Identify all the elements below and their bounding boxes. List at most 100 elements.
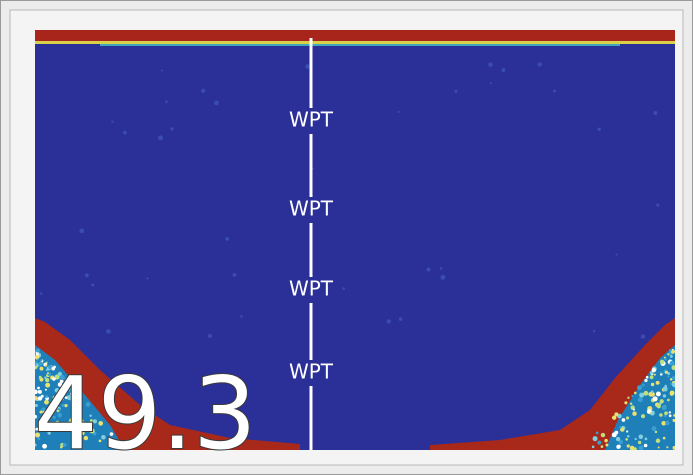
speckle [225, 237, 229, 241]
speckle [653, 396, 658, 401]
speckle [669, 414, 672, 417]
speckle [397, 111, 399, 113]
speckle [614, 412, 618, 416]
waypoint-label: WPT [289, 197, 334, 221]
speckle [553, 90, 556, 93]
speckle [342, 287, 345, 290]
speckle [593, 436, 598, 441]
speckle [653, 111, 657, 115]
speckle [632, 411, 637, 416]
speckle [660, 371, 662, 373]
depth-readout: 49.3 [34, 355, 257, 472]
speckle [637, 385, 642, 390]
speckle [656, 381, 660, 385]
speckle [165, 101, 168, 104]
speckle [672, 376, 676, 380]
speckle [605, 444, 608, 447]
speckle [638, 397, 643, 402]
speckle [642, 384, 645, 387]
speckle [652, 426, 657, 431]
speckle [106, 329, 111, 334]
speckle [501, 68, 505, 72]
speckle [601, 433, 605, 437]
speckle [596, 432, 599, 435]
speckle [665, 421, 669, 425]
speckle [631, 395, 633, 397]
speckle [305, 64, 310, 69]
speckle [663, 394, 666, 397]
speckle [670, 361, 675, 366]
speckle [666, 446, 668, 448]
surface-band [35, 30, 675, 42]
speckle [664, 385, 667, 388]
speckle [660, 399, 664, 403]
surface-line [35, 41, 675, 44]
speckle [657, 404, 661, 408]
speckle [123, 131, 127, 135]
speckle [240, 315, 243, 318]
sonar-screen: WPT WPT WPT WPT 49.3 [0, 0, 693, 475]
speckle [635, 438, 637, 440]
speckle [158, 135, 163, 140]
speckle [662, 405, 667, 410]
speckle [651, 383, 654, 386]
speckle [615, 254, 617, 256]
speckle [667, 375, 669, 377]
speckle [146, 277, 148, 279]
speckle [85, 273, 89, 277]
speckle [670, 355, 673, 358]
speckle [656, 392, 661, 397]
speckle [36, 348, 40, 352]
speckle [641, 414, 645, 418]
speckle [597, 128, 600, 131]
speckle [644, 379, 647, 382]
speckle [592, 446, 595, 449]
speckle [656, 203, 659, 206]
speckle [665, 371, 668, 374]
speckle [399, 317, 403, 321]
speckle [667, 353, 669, 355]
speckle [630, 402, 632, 404]
speckle [616, 445, 620, 449]
speckle [490, 82, 492, 84]
speckle [633, 408, 635, 410]
speckle [639, 445, 644, 450]
speckle [670, 391, 675, 396]
speckle [643, 391, 648, 396]
speckle [624, 401, 627, 404]
speckle [597, 441, 601, 445]
speckle [655, 431, 657, 433]
speckle [440, 275, 445, 280]
speckle [649, 412, 651, 414]
speckle [650, 375, 654, 379]
speckle [601, 445, 604, 448]
speckle [641, 334, 645, 338]
speckle [627, 435, 629, 437]
speckle [634, 392, 637, 395]
speckle [659, 413, 662, 416]
speckle [651, 390, 653, 392]
speckle [161, 69, 163, 71]
speckle [639, 434, 644, 439]
speckle [622, 418, 626, 422]
speckle [625, 438, 628, 441]
speckle [233, 273, 237, 277]
speckle [656, 439, 660, 443]
speckle [111, 120, 113, 122]
speckle [664, 411, 668, 415]
speckle [619, 426, 621, 428]
speckle [440, 267, 443, 270]
speckle [627, 397, 629, 399]
speckle [593, 330, 596, 333]
speckle [663, 437, 666, 440]
waypoint-label: WPT [289, 108, 334, 132]
speckle [537, 62, 541, 66]
speckle [612, 432, 617, 437]
speckle [654, 374, 656, 376]
surface-echo [100, 44, 620, 46]
speckle [201, 89, 205, 93]
speckle [645, 437, 648, 440]
speckle [646, 376, 649, 379]
speckle [91, 283, 94, 286]
speckle [660, 360, 665, 365]
